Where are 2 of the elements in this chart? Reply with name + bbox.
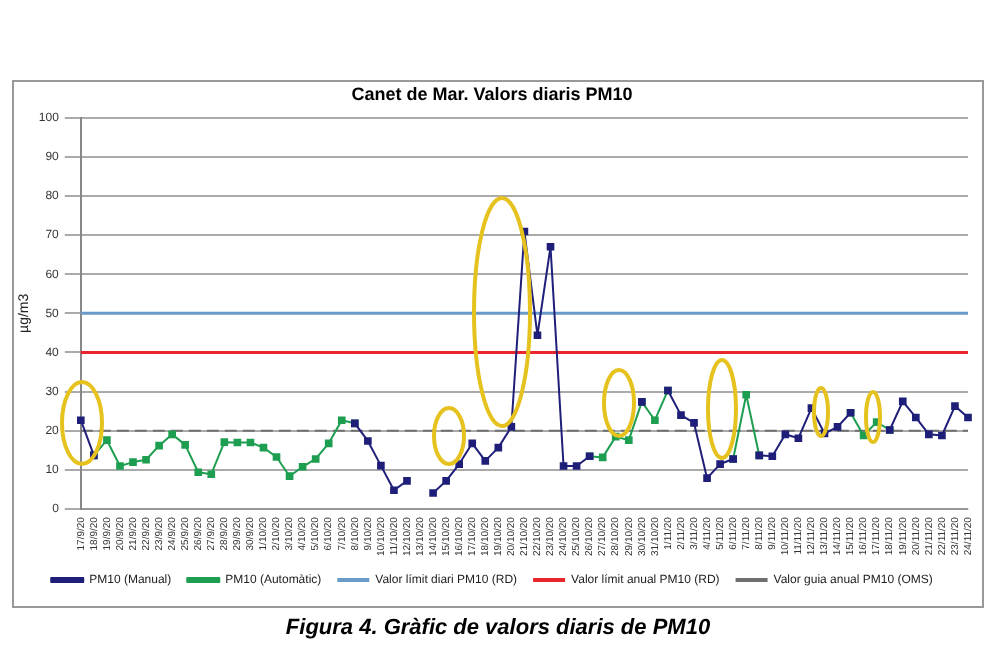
- text: Figura 4. Gràfic de valors diaris de PM10: [283, 616, 713, 640]
- chart-title: Canet de Mar. Valors diaris PM10: [351, 83, 633, 104]
